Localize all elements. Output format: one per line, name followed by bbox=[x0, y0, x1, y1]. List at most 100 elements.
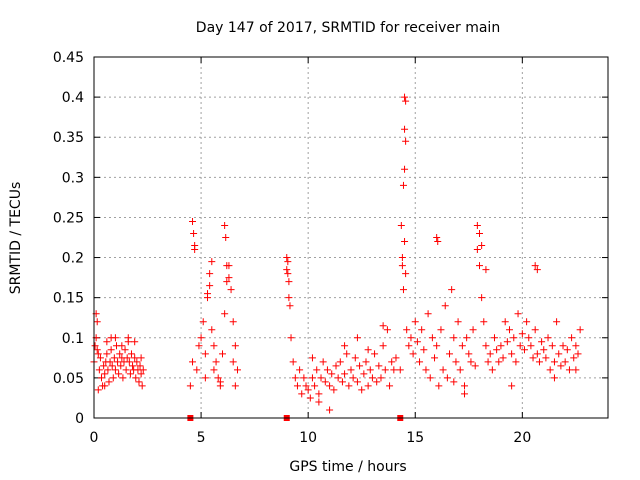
data-point bbox=[229, 318, 237, 326]
data-point bbox=[110, 354, 118, 362]
data-point bbox=[490, 334, 498, 342]
x-tick-label: 5 bbox=[197, 430, 206, 446]
grid bbox=[94, 57, 608, 418]
data-point bbox=[413, 338, 421, 346]
data-point bbox=[476, 262, 483, 270]
data-point bbox=[317, 374, 325, 382]
data-point bbox=[390, 366, 398, 374]
data-point bbox=[383, 326, 391, 334]
data-point bbox=[343, 350, 351, 358]
data-point bbox=[482, 342, 490, 350]
data-point bbox=[100, 362, 108, 370]
data-point bbox=[458, 342, 466, 350]
data-point bbox=[233, 366, 241, 374]
data-point bbox=[345, 382, 353, 390]
data-point bbox=[486, 350, 494, 358]
data-point bbox=[467, 358, 475, 366]
data-point bbox=[402, 270, 410, 278]
data-point bbox=[210, 342, 218, 350]
data-point bbox=[572, 342, 580, 350]
data-point bbox=[452, 358, 460, 366]
data-point bbox=[195, 342, 203, 350]
data-point bbox=[107, 346, 115, 354]
data-point bbox=[111, 334, 119, 342]
data-point bbox=[403, 326, 411, 334]
y-tick-label: 0.35 bbox=[53, 130, 84, 146]
data-point bbox=[476, 229, 483, 237]
data-point bbox=[508, 350, 516, 358]
data-point bbox=[108, 362, 116, 370]
data-point bbox=[572, 366, 580, 374]
data-point bbox=[356, 362, 364, 370]
data-point bbox=[480, 318, 488, 326]
data-point bbox=[411, 318, 419, 326]
data-point bbox=[407, 334, 415, 342]
data-point bbox=[103, 338, 111, 346]
data-point bbox=[561, 358, 569, 366]
data-point bbox=[516, 342, 524, 350]
x-tick-label: 10 bbox=[299, 430, 317, 446]
data-point bbox=[338, 378, 346, 386]
data-point bbox=[386, 382, 394, 390]
data-point bbox=[308, 354, 316, 362]
data-point bbox=[399, 181, 407, 189]
data-point bbox=[553, 318, 561, 326]
data-point bbox=[341, 370, 349, 378]
data-point bbox=[364, 346, 372, 354]
data-point bbox=[132, 374, 140, 382]
data-point bbox=[557, 362, 565, 370]
data-point bbox=[341, 342, 349, 350]
data-point bbox=[349, 374, 357, 382]
data-point bbox=[570, 354, 578, 362]
axis-ticks: 0 0.05 0.1 0.15 0.2 0.25 0.3 0.35 0.4 0.45 0 5 10 15 2… bbox=[53, 50, 608, 446]
data-point bbox=[351, 354, 359, 362]
data-point bbox=[208, 326, 216, 334]
data-point bbox=[497, 342, 505, 350]
data-point bbox=[319, 358, 327, 366]
y-tick-label: 0.4 bbox=[62, 90, 84, 106]
data-point bbox=[555, 350, 563, 358]
data-point bbox=[121, 346, 129, 354]
x-tick-label: 0 bbox=[90, 430, 99, 446]
data-point bbox=[328, 370, 336, 378]
data-point bbox=[448, 286, 456, 294]
data-point bbox=[298, 390, 306, 398]
data-point bbox=[138, 382, 146, 390]
data-point bbox=[544, 334, 552, 342]
data-point bbox=[538, 338, 546, 346]
data-point bbox=[97, 374, 105, 382]
data-points bbox=[90, 93, 584, 421]
data-point bbox=[115, 370, 123, 378]
data-point bbox=[300, 374, 308, 382]
data-point bbox=[131, 354, 139, 362]
data-point bbox=[214, 374, 222, 382]
data-point bbox=[106, 358, 114, 366]
data-point bbox=[129, 362, 137, 370]
data-point bbox=[439, 366, 447, 374]
data-point bbox=[104, 366, 112, 374]
data-point bbox=[137, 370, 145, 378]
data-point bbox=[353, 334, 361, 342]
data-point bbox=[495, 358, 503, 366]
data-point bbox=[373, 378, 381, 386]
data-point bbox=[208, 258, 216, 266]
data-point bbox=[210, 366, 218, 374]
data-point bbox=[401, 93, 409, 101]
data-point bbox=[563, 346, 571, 354]
data-point bbox=[123, 354, 131, 362]
y-tick-label: 0.3 bbox=[62, 170, 84, 186]
data-point bbox=[434, 238, 442, 246]
data-point bbox=[313, 366, 321, 374]
data-point bbox=[398, 262, 406, 270]
data-point bbox=[229, 358, 237, 366]
data-point bbox=[204, 290, 212, 298]
data-point bbox=[289, 358, 297, 366]
data-point bbox=[291, 374, 299, 382]
data-point bbox=[199, 318, 207, 326]
y-tick-label: 0.1 bbox=[62, 331, 84, 347]
data-point bbox=[311, 382, 319, 390]
data-point bbox=[461, 382, 469, 390]
data-point bbox=[190, 229, 198, 237]
data-point bbox=[131, 338, 139, 346]
